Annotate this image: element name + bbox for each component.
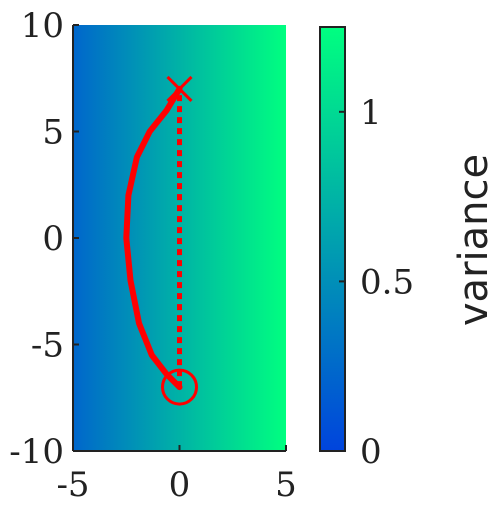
y-tick-label: 5: [42, 113, 64, 153]
colorbar-label: variance: [451, 154, 491, 326]
colorbar-tick-label: 0.5: [360, 262, 414, 302]
y-ticks: -10 -5 0 5 10: [9, 6, 79, 472]
y-tick-label: -5: [31, 326, 64, 366]
end-x-marker: [166, 75, 193, 102]
markers-layer: [161, 75, 198, 406]
curved-path-solid: [123, 85, 183, 391]
colorbar-tick-label: 1: [360, 93, 382, 133]
start-circle-marker: [161, 368, 198, 406]
x-tick-label: -5: [56, 465, 89, 505]
colorbar: [319, 26, 346, 452]
x-tick-label: 5: [275, 465, 297, 505]
colorbar-tick-label: 0: [360, 432, 382, 472]
end-x-marker-stroke: [166, 75, 193, 102]
y-tick-label: 0: [42, 219, 64, 259]
colorbar-ticks: 00.51: [339, 93, 414, 472]
x-tick-label: 0: [169, 465, 191, 505]
y-tick-label: -10: [9, 432, 64, 472]
x-ticks: -5 0 5: [56, 445, 297, 505]
paths-layer: [123, 85, 183, 391]
y-tick-label: 10: [21, 6, 64, 46]
